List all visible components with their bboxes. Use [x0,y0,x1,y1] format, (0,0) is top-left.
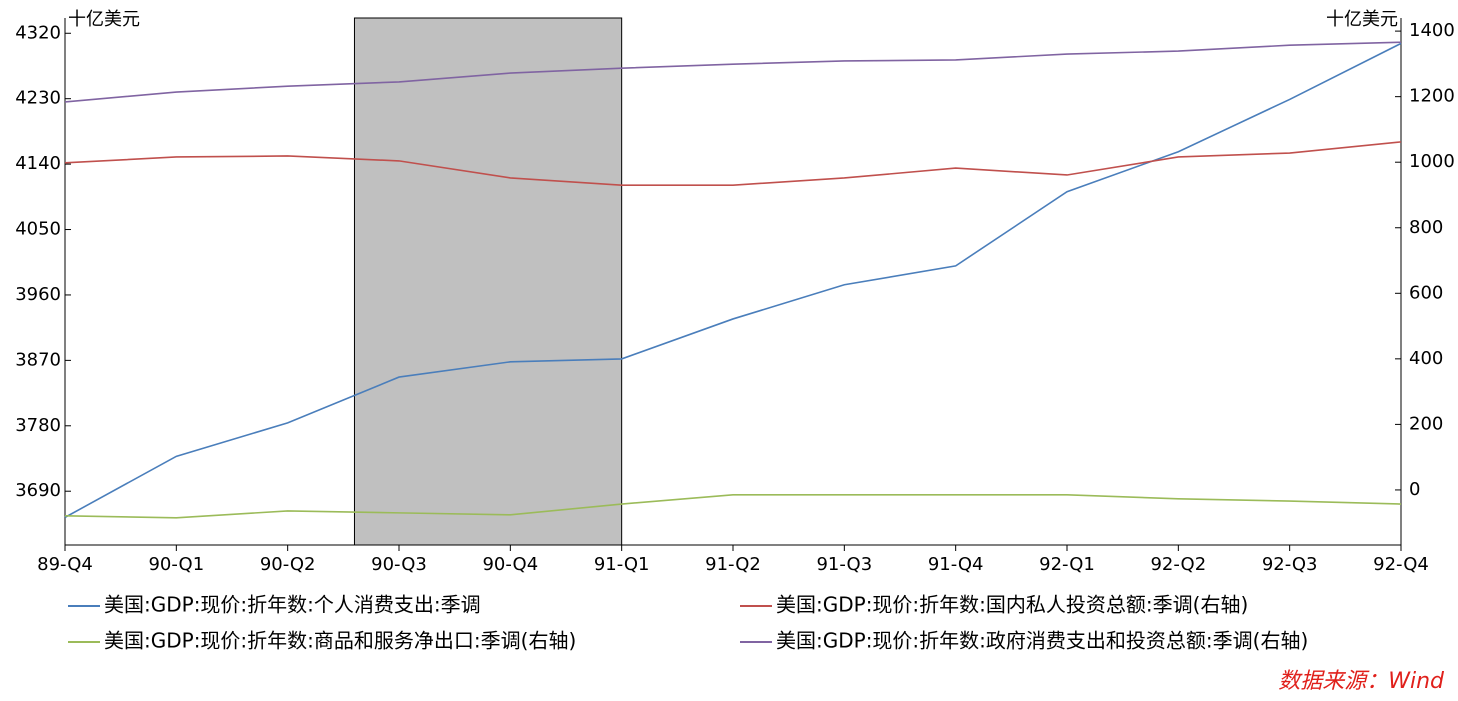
series-line [64,42,1402,519]
x-tick-label: 90-Q4 [482,554,538,575]
y-tick-label: 4140 [15,153,61,174]
legend-label: 美国:GDP:现价:折年数:个人消费支出:季调 [104,593,481,617]
y2-tick-label: 400 [1409,348,1443,369]
recession-shade [353,17,623,546]
y2-tick-label: 200 [1409,413,1443,434]
x-tick-label: 90-Q1 [148,554,204,575]
y-unit: 十亿美元 [68,9,140,30]
legend-label: 美国:GDP:现价:折年数:政府消费支出和投资总额:季调(右轴) [776,629,1308,653]
series-line [64,141,1402,186]
y-tick-label: 3690 [15,480,61,501]
x-tick-label: 91-Q2 [705,554,761,575]
legend-label: 美国:GDP:现价:折年数:国内私人投资总额:季调(右轴) [776,593,1248,617]
x-tick-label: 92-Q1 [1039,554,1095,575]
x-tick-label: 92-Q4 [1373,554,1429,575]
y2-tick-label: 800 [1409,217,1443,238]
y2-tick-label: 0 [1409,479,1420,500]
x-tick-label: 91-Q1 [594,554,650,575]
x-tick-label: 90-Q2 [260,554,316,575]
y-tick-label: 3870 [15,349,61,370]
y2-tick-label: 600 [1409,282,1443,303]
series-line [64,41,1402,103]
y-tick-label: 4230 [15,88,61,109]
x-tick-label: 91-Q3 [816,554,872,575]
x-tick-label: 91-Q4 [928,554,984,575]
y2-tick-label: 1000 [1409,151,1455,172]
y-tick-label: 4050 [15,219,61,240]
source: 数据来源：Wind [1278,669,1445,694]
y-tick-label: 3960 [15,284,61,305]
y-tick-label: 4320 [15,22,61,43]
y-tick-label: 3780 [15,415,61,436]
legend-label: 美国:GDP:现价:折年数:商品和服务净出口:季调(右轴) [104,629,576,653]
x-tick-label: 90-Q3 [371,554,427,575]
y2-tick-label: 1400 [1409,20,1455,41]
x-tick-label: 89-Q4 [37,554,93,575]
x-tick-label: 92-Q2 [1150,554,1206,575]
y2-unit: 十亿美元 [1326,9,1398,30]
x-tick-label: 92-Q3 [1262,554,1318,575]
y2-tick-label: 1200 [1409,86,1455,107]
series-line [64,494,1402,519]
